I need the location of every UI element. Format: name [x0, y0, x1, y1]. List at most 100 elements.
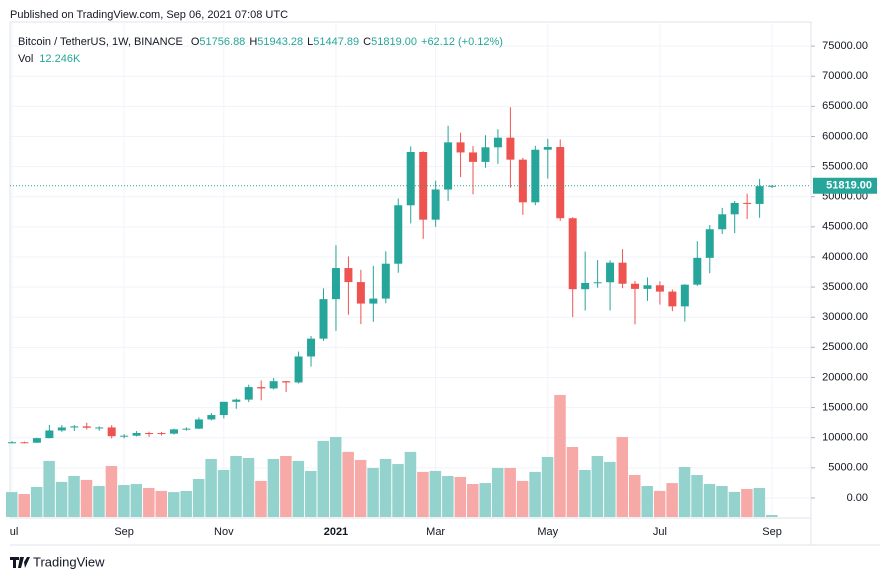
volume-bar [167, 492, 180, 517]
y-tick-label: 10000.00 [822, 432, 868, 444]
y-tick-label: 5000.00 [828, 462, 868, 474]
x-tick-label: 2021 [324, 526, 348, 538]
y-tick-label: 75000.00 [822, 40, 868, 52]
volume-bar [292, 460, 305, 517]
candle-body [145, 432, 154, 434]
candle-body [107, 427, 116, 437]
y-tick-label: 70000.00 [822, 70, 868, 82]
legend-item: O [191, 36, 200, 48]
volume-bar [516, 480, 529, 517]
pane-border [9, 21, 812, 519]
legend-item: 51447.89 [313, 36, 359, 48]
candle-body [394, 205, 403, 264]
volume-bar [105, 466, 118, 517]
footer-logo: TradingView [10, 554, 105, 569]
volume-bar [728, 491, 741, 517]
legend-item: 51756.88 [199, 36, 245, 48]
candle-body [655, 285, 664, 292]
y-tick-label: 60000.00 [822, 130, 868, 142]
volume-bar [242, 457, 255, 517]
volume-bar [653, 490, 666, 517]
published-note: Published on TradingView.com, Sep 06, 20… [10, 9, 288, 21]
x-tick-label: Jul [653, 526, 667, 538]
candle-body [157, 433, 166, 435]
candle-body [518, 159, 527, 203]
candle-body [282, 381, 291, 383]
volume-bar [641, 486, 653, 517]
volume-layer [6, 395, 778, 517]
volume-bar [43, 460, 55, 517]
volume-bar [529, 471, 541, 517]
candle-body [680, 284, 689, 307]
candle-body [169, 429, 178, 434]
candle-body [70, 426, 79, 428]
volume-bar [741, 488, 753, 517]
volume-bar [305, 470, 317, 517]
volume-bar [504, 467, 516, 517]
candle-body [319, 299, 328, 339]
candle-body [481, 147, 490, 162]
volume-bar [678, 466, 691, 517]
candle-body [120, 435, 129, 437]
candle-body [606, 262, 615, 283]
volume-bar [18, 494, 30, 517]
volume-bar [30, 486, 43, 517]
candle-body [232, 399, 241, 402]
candle-layer [8, 107, 777, 444]
candle-body [431, 189, 440, 220]
y-tick-label: 65000.00 [822, 100, 868, 112]
volume-bar [255, 480, 267, 517]
volume-bar [691, 475, 703, 517]
grid [10, 22, 811, 518]
candle-body [8, 442, 16, 444]
candle-body [406, 152, 415, 206]
volume-bar [716, 486, 728, 517]
candle-body [631, 283, 639, 289]
candle-body [344, 268, 353, 283]
volume-legend: Vol 12.246K [18, 53, 81, 65]
candle-body [244, 387, 253, 400]
volume-bar [753, 487, 766, 517]
y-tick-label: 45000.00 [822, 221, 868, 233]
volume-bar [417, 471, 429, 517]
legend-item: Vol [18, 53, 33, 65]
candle-body [693, 257, 702, 285]
candle-body [718, 214, 727, 230]
candle-body [469, 152, 478, 162]
legend-item: 51819.00 [371, 36, 417, 48]
candle-body [381, 263, 390, 299]
volume-bar [55, 481, 68, 517]
volume-bar [379, 458, 392, 517]
volume-bar [629, 475, 641, 517]
candle-body [543, 147, 552, 150]
y-tick-label: 35000.00 [822, 281, 868, 293]
candle-body [568, 218, 577, 290]
y-tick-label: 0.00 [847, 492, 868, 504]
candle-body [356, 282, 365, 304]
candle-body [20, 442, 29, 444]
candle-body [581, 282, 590, 290]
candle-body [506, 137, 515, 160]
volume-bar [616, 436, 629, 517]
volume-bar [367, 467, 379, 517]
volume-bar [93, 486, 105, 517]
candle-body [444, 142, 453, 190]
candle-body [643, 285, 652, 289]
candle-body [194, 419, 203, 429]
candle-body [269, 381, 278, 389]
volume-bar [454, 476, 467, 517]
x-tick-label: Sep [114, 526, 134, 538]
candle-body [456, 142, 465, 153]
volume-bar [68, 476, 80, 517]
candle-body [132, 432, 141, 436]
volume-bar [541, 456, 554, 517]
volume-bar [130, 484, 143, 517]
volume-bar [766, 514, 778, 517]
candle-body [419, 152, 428, 220]
volume-bar [6, 492, 18, 517]
volume-bar [392, 464, 404, 517]
volume-bar [143, 487, 155, 517]
candle-body [219, 401, 228, 416]
volume-bar [180, 490, 192, 517]
candle-body [743, 202, 752, 204]
